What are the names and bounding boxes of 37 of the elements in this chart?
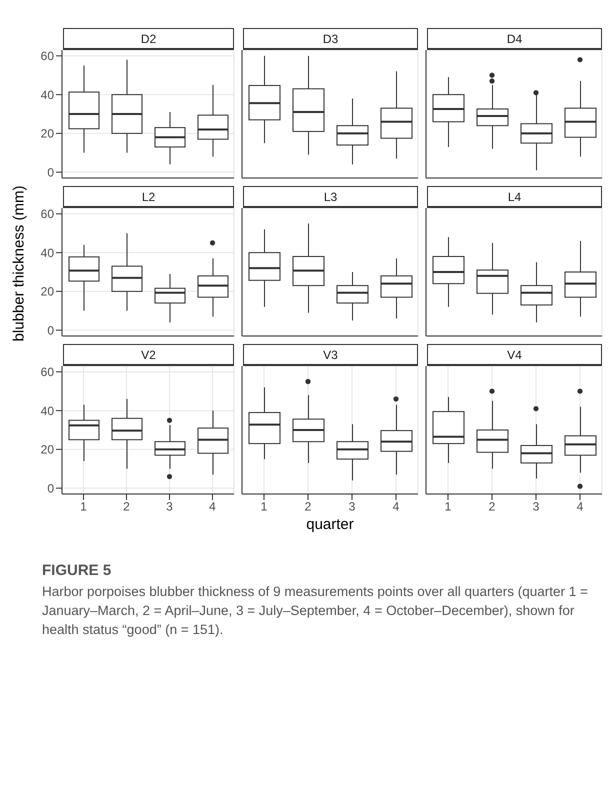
chart-title: D2: [63, 28, 234, 50]
y-tick-label: 20: [40, 126, 54, 141]
x-tick-label: 2: [488, 500, 496, 514]
x-tick-label: 4: [576, 500, 584, 514]
y-tick-label: 40: [40, 404, 54, 418]
x-tick-label: 2: [304, 500, 312, 514]
x-tick-label: 4: [392, 500, 400, 514]
x-tick-label: 3: [348, 500, 356, 514]
chart-title: L4: [427, 186, 602, 208]
y-tick-label: 0: [47, 165, 54, 180]
caption: FIGURE 5: [42, 561, 112, 580]
x-tick-label: 1: [260, 500, 268, 514]
y-tick-label: 60: [40, 49, 54, 64]
chart-title: L3: [243, 186, 418, 208]
y-tick-label: 40: [40, 88, 54, 102]
x-tick-label: 1: [80, 500, 88, 514]
y-tick-label: 0: [47, 481, 54, 496]
x-tick-label: 4: [209, 500, 216, 514]
chart-title: L2: [63, 186, 234, 208]
chart-title: D4: [427, 28, 602, 50]
x-tick-label: 3: [166, 500, 174, 514]
y-tick-label: 40: [40, 246, 54, 260]
x-tick-label: 1: [444, 500, 452, 514]
x-tick-label: 2: [123, 500, 130, 514]
chart-title: V3: [243, 344, 418, 366]
y-tick-label: 20: [40, 284, 54, 299]
y-tick-label: 60: [40, 207, 54, 222]
x-axis-title: quarter: [305, 516, 355, 533]
y-tick-label: 20: [40, 442, 54, 457]
x-tick-label: 3: [532, 500, 540, 514]
text: Harbor porpoises blubber thickness of 9 measurements points over all quarters (quarter 1 = January–March, 2 = April–June, 3 = July–September, 4 = October–December), shown for health status “good” (n = 151).: [42, 583, 588, 639]
y-tick-label: 0: [47, 323, 54, 338]
y-tick-label: 60: [40, 365, 54, 380]
chart-title: V4: [427, 344, 602, 366]
chart-title: V2: [63, 344, 234, 366]
chart-title: D3: [243, 28, 418, 50]
y-axis-title: blubber thickness (mm): [10, 185, 28, 341]
